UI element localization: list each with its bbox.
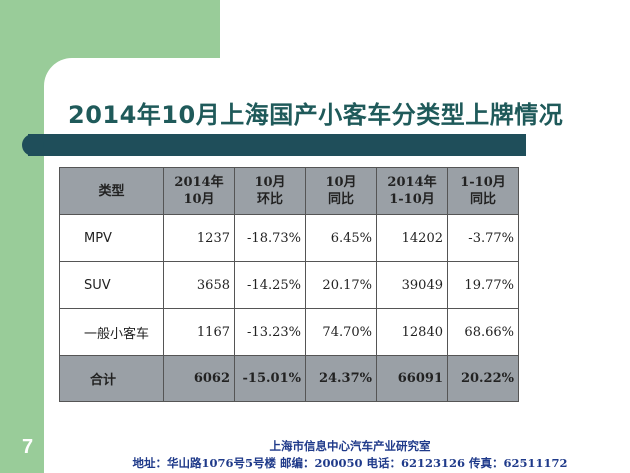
title-bar-cap [22,134,44,156]
table-cell: 68.66% [447,308,519,356]
header-oct-mom: 10月 环比 [234,167,306,215]
row-type-cell: SUV [59,261,164,309]
table-cell: 24.37% [305,355,377,402]
header-oct-yoy: 10月 同比 [305,167,377,215]
table-row: SUV 3658 -14.25% 20.17% 39049 19.77% [59,261,519,309]
table-cell: 6062 [163,355,235,402]
table-cell: 1237 [163,214,235,262]
table-cell: 3658 [163,261,235,309]
header-oct-2014: 2014年 10月 [163,167,235,215]
table-header-row: 类型 2014年 10月 10月 环比 10月 同比 2014年 1-10月 1-10月… [59,167,519,215]
table-cell: 6.45% [305,214,377,262]
table-cell: -18.73% [234,214,306,262]
table-row: 一般小客车 1167 -13.23% 74.70% 12840 68.66% [59,308,519,356]
row-type-cell: 合计 [59,355,164,402]
table-cell: 19.77% [447,261,519,309]
header-ytd-yoy: 1-10月 同比 [447,167,519,215]
table-cell: 20.17% [305,261,377,309]
table-cell: 66091 [376,355,448,402]
table-cell: 12840 [376,308,448,356]
page-number: 7 [22,436,34,458]
table-cell: -13.23% [234,308,306,356]
table-cell: 14202 [376,214,448,262]
footer-contact: 地址：华山路1076号5号楼 邮编：200050 电话：62123126 传真：… [132,456,568,470]
table-cell: 1167 [163,308,235,356]
table-cell: 20.22% [447,355,519,402]
title-underline-bar [22,134,526,156]
slide-title: 2014年10月上海国产小客车分类型上牌情况 [68,101,564,129]
footer-organization: 上海市信息中心汽车产业研究室 [269,439,431,453]
table-cell: 39049 [376,261,448,309]
row-type-cell: 一般小客车 [59,308,164,356]
table-cell: -14.25% [234,261,306,309]
header-type: 类型 [59,167,164,215]
table-row: MPV 1237 -18.73% 6.45% 14202 -3.77% [59,214,519,262]
table-cell: -3.77% [447,214,519,262]
table-cell: -15.01% [234,355,306,402]
registration-table: 类型 2014年 10月 10月 环比 10月 同比 2014年 1-10月 1-10月… [59,167,519,402]
header-ytd-2014: 2014年 1-10月 [376,167,448,215]
row-type-cell: MPV [59,214,164,262]
table-total-row: 合计 6062 -15.01% 24.37% 66091 20.22% [59,355,519,402]
table-cell: 74.70% [305,308,377,356]
